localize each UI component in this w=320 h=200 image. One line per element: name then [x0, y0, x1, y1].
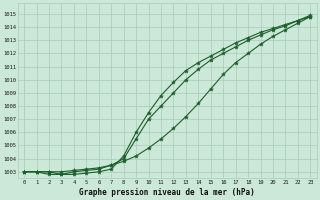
- X-axis label: Graphe pression niveau de la mer (hPa): Graphe pression niveau de la mer (hPa): [79, 188, 255, 197]
